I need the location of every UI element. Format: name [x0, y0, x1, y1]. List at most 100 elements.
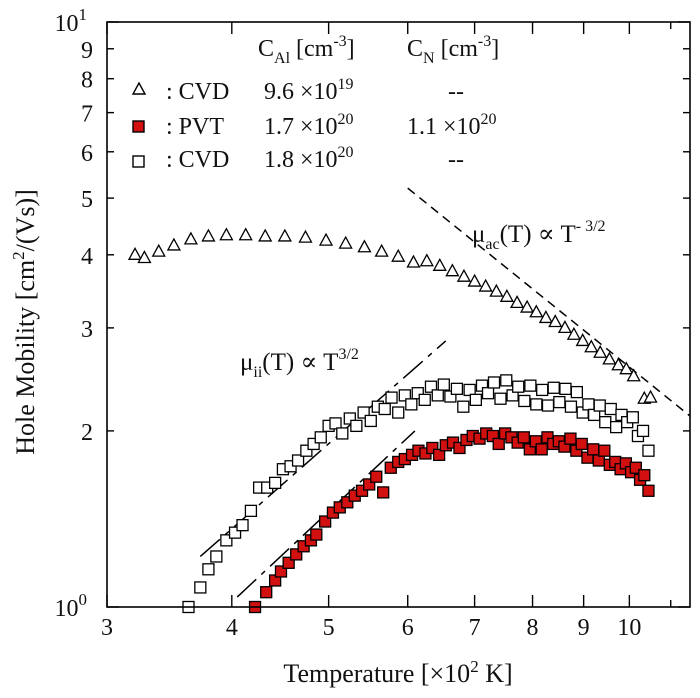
data-point — [593, 399, 606, 412]
data-point — [611, 357, 626, 371]
data-point — [453, 441, 466, 455]
legend-marker-triangle-open — [131, 81, 147, 95]
y-tick-label: 7 — [81, 102, 93, 128]
data-point — [282, 556, 295, 569]
data-point — [469, 393, 483, 406]
data-point — [467, 273, 482, 287]
data-point — [570, 385, 583, 399]
y-axis-title: Hole Mobility [cm2/(Vs)] — [9, 189, 40, 455]
legend-header-c-al: CAl [cm-3] — [258, 33, 355, 67]
data-point — [626, 368, 641, 382]
data-point — [377, 486, 390, 499]
data-point — [391, 248, 406, 262]
data-point — [202, 563, 215, 576]
y-tick-label: 6 — [81, 141, 93, 167]
data-point — [151, 243, 166, 257]
data-point — [636, 424, 650, 438]
legend-label-cvd-1: : CVD — [166, 79, 229, 105]
data-point — [219, 227, 234, 241]
data-point — [450, 382, 464, 395]
data-point — [194, 581, 207, 594]
data-point — [210, 550, 223, 563]
data-point — [564, 432, 577, 445]
data-point — [626, 411, 639, 424]
data-point — [499, 288, 514, 302]
data-point — [318, 515, 332, 528]
data-point — [604, 402, 617, 416]
data-point — [512, 380, 525, 393]
data-point — [432, 448, 446, 462]
data-point — [318, 232, 334, 246]
data-point — [575, 333, 590, 347]
legend-c-al-cvd-2: 1.8 ×1020 — [264, 144, 354, 173]
data-point — [456, 268, 472, 282]
x-tick-label: 7 — [469, 615, 481, 641]
data-point — [137, 250, 152, 264]
data-point — [220, 534, 233, 547]
data-point — [519, 299, 535, 313]
data-point — [236, 519, 249, 532]
data-point — [419, 253, 434, 267]
data-point — [355, 484, 369, 497]
data-point — [463, 383, 476, 397]
data-point — [536, 383, 549, 397]
data-point — [290, 548, 303, 561]
data-point — [350, 419, 363, 433]
data-point — [364, 414, 377, 428]
data-point — [509, 295, 525, 309]
legend-label-pvt: : PVT — [166, 114, 224, 140]
x-axis-title: Temperature [×102 K] — [283, 657, 512, 688]
data-point — [398, 389, 411, 402]
data-point — [411, 387, 424, 400]
data-point — [642, 484, 655, 497]
data-point — [582, 398, 595, 411]
data-point — [357, 239, 372, 253]
data-point — [444, 390, 457, 403]
data-point — [432, 257, 447, 271]
legend-header-c-n: CN [cm-3] — [407, 33, 499, 67]
data-point — [587, 443, 600, 456]
legend-c-al-pvt: 1.7 ×1020 — [264, 111, 354, 140]
data-point — [541, 399, 555, 412]
data-point — [517, 431, 530, 444]
y-tick-label: 3 — [81, 317, 93, 343]
data-point — [244, 504, 258, 518]
y-tick-label: 9 — [81, 38, 93, 64]
axis-ticks — [106, 21, 690, 608]
data-point — [228, 526, 242, 539]
data-point — [238, 227, 253, 241]
data-point — [336, 427, 349, 440]
data-point — [629, 461, 642, 474]
data-point — [535, 443, 548, 456]
x-tick-label: 3 — [101, 615, 113, 641]
x-tick-label: 5 — [323, 615, 335, 641]
data-point — [307, 437, 320, 451]
data-point — [426, 441, 439, 455]
y-tick-label: 2 — [81, 420, 93, 446]
data-point — [478, 278, 493, 292]
data-point — [268, 476, 282, 490]
data-point — [431, 389, 444, 402]
data-point — [566, 326, 581, 340]
data-point — [406, 254, 421, 268]
data-point — [481, 387, 495, 400]
plot-frame — [106, 21, 691, 608]
data-point — [609, 420, 623, 434]
data-point — [363, 478, 376, 491]
x-tick-label: 10 — [617, 615, 641, 641]
y-tick-label: 100 — [55, 590, 88, 622]
data-point — [314, 431, 327, 444]
data-point — [530, 398, 543, 411]
data-point — [445, 263, 460, 277]
annotation-mu-ac: μac(T) ∝ T- 3/2 — [472, 218, 606, 253]
guide-line-mu-ac — [407, 187, 691, 417]
data-point — [127, 246, 143, 260]
data-point — [260, 586, 273, 599]
data-point — [575, 437, 588, 451]
legend-label-cvd-2: : CVD — [166, 147, 229, 173]
data-point — [598, 444, 611, 457]
data-point — [370, 470, 383, 483]
data-point — [494, 392, 507, 405]
data-point — [547, 381, 560, 394]
